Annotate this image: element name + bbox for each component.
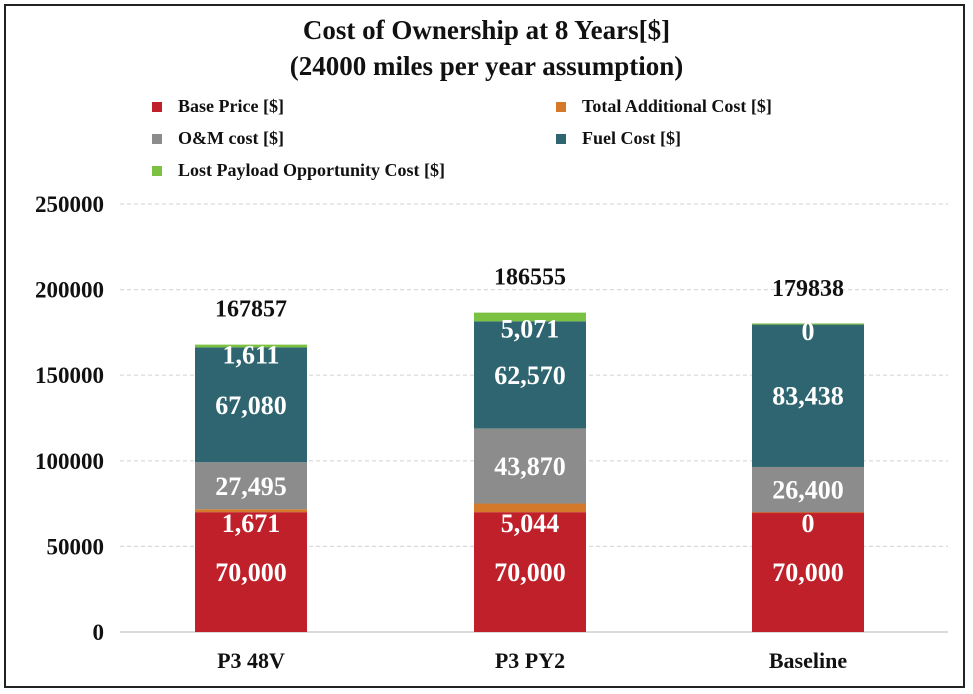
data-label-total-additional-cost-p3-py2: 5,044 [501,509,560,538]
data-label-total-additional-cost-baseline: 0 [802,509,815,538]
legend-label-lost-payload: Lost Payload Opportunity Cost [$] [178,160,446,180]
bar-segment-o-m-cost-p3-48v [195,462,307,510]
bar-segment-base-price-baseline [752,512,864,632]
total-label-baseline: 179838 [772,276,844,302]
x-tick-label-p3-py2: P3 PY2 [495,648,565,673]
data-label-lost-payload-opportunity-cost-baseline: 0 [802,317,815,346]
chart-title: Cost of Ownership at 8 Years[$] [302,15,671,45]
legend-item-total-additional-cost: Total Additional Cost [$] [556,96,772,117]
y-tick-label: 100000 [35,449,104,474]
bar-segment-lost-payload-opportunity-cost-baseline [752,323,864,326]
legend-swatch-base-price [152,101,162,112]
bar-segment-o-m-cost-baseline [752,466,864,513]
data-label-base-price-p3-48v: 70,000 [215,558,287,587]
y-tick-label: 0 [93,620,105,645]
bar-segment-base-price-p3-48v [195,512,307,632]
data-label-total-additional-cost-p3-48v: 1,671 [222,509,281,538]
bar-segment-fuel-cost-baseline [752,324,864,467]
chart-subtitle: (24000 miles per year assumption) [289,51,684,81]
legend-label-om-cost: O&M cost [$] [178,128,284,148]
legend-label-base-price: Base Price [$] [178,96,284,116]
bar-segment-lost-payload-opportunity-cost-p3-48v [195,344,307,348]
legend-label-total-additional-cost: Total Additional Cost [$] [582,96,772,116]
legend-item-base-price: Base Price [$] [152,96,284,117]
total-label-p3-48v: 167857 [215,297,287,323]
total-label-p3-py2: 186555 [494,265,566,291]
legend-item-om-cost: O&M cost [$] [152,128,284,149]
legend-label-fuel-cost: Fuel Cost [$] [582,128,681,148]
data-label-lost-payload-opportunity-cost-p3-py2: 5,071 [501,314,560,343]
data-label-fuel-cost-baseline: 83,438 [772,382,844,411]
legend-swatch-om-cost [152,133,162,144]
legend-item-fuel-cost: Fuel Cost [$] [556,128,681,149]
data-label-o-m-cost-p3-py2: 43,870 [494,452,566,481]
bar-segment-fuel-cost-p3-py2 [474,321,586,429]
data-label-o-m-cost-p3-48v: 27,495 [215,472,287,501]
y-tick-label: 200000 [35,278,104,303]
bar-segment-lost-payload-opportunity-cost-p3-py2 [474,312,586,322]
bar-segment-fuel-cost-p3-48v [195,347,307,463]
y-tick-label: 150000 [35,363,104,388]
data-label-fuel-cost-p3-py2: 62,570 [494,361,566,390]
data-label-base-price-p3-py2: 70,000 [494,558,566,587]
legend-item-lost-payload: Lost Payload Opportunity Cost [$] [152,160,445,181]
x-tick-label-baseline: Baseline [769,648,847,673]
legend-swatch-fuel-cost [556,133,566,144]
legend-swatch-lost-payload [152,165,162,176]
x-tick-label-p3-48v: P3 48V [217,648,285,673]
bar-segment-base-price-p3-py2 [474,512,586,632]
bar-segment-total-additional-cost-baseline [752,511,864,514]
data-label-fuel-cost-p3-48v: 67,080 [215,391,287,420]
bar-segment-total-additional-cost-p3-48v [195,509,307,513]
data-label-base-price-baseline: 70,000 [772,558,844,587]
data-label-lost-payload-opportunity-cost-p3-48v: 1,611 [222,340,279,369]
bar-segment-o-m-cost-p3-py2 [474,428,586,504]
bar-segment-total-additional-cost-p3-py2 [474,503,586,513]
y-tick-label: 250000 [35,192,104,217]
legend-swatch-total-additional-cost [556,101,566,112]
data-label-o-m-cost-baseline: 26,400 [772,476,844,505]
y-tick-label: 50000 [47,534,105,559]
